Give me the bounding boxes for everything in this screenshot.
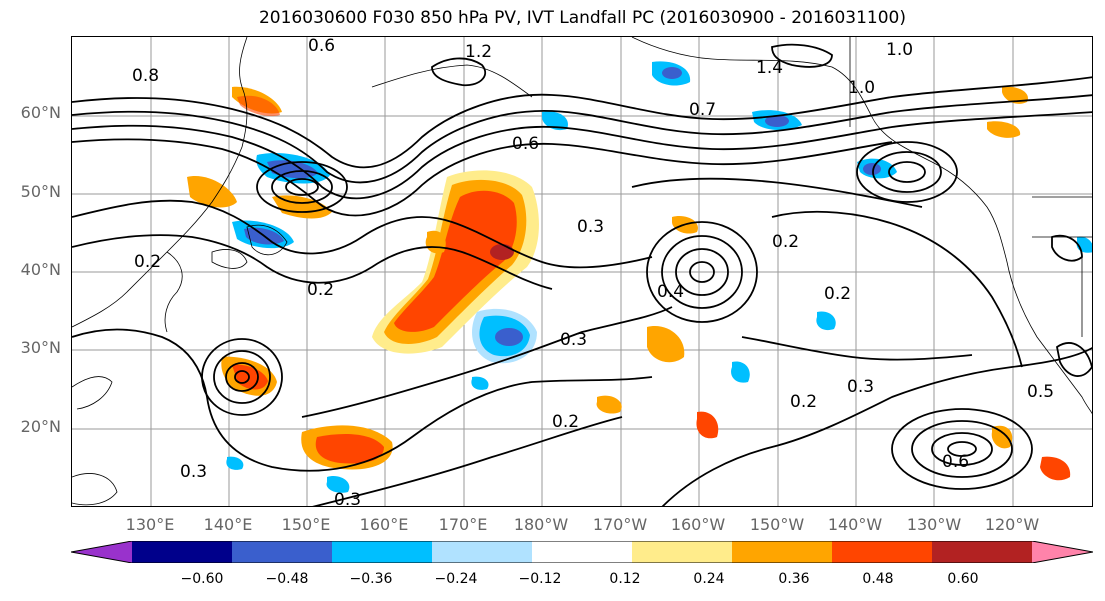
lon-label: 140°E	[203, 515, 253, 534]
pv-contours	[72, 43, 1092, 506]
colorbar-tick: −0.12	[518, 571, 562, 587]
colorbar-segment	[132, 541, 233, 563]
colorbar-tick: −0.60	[180, 571, 224, 587]
contour-label: 0.2	[790, 392, 817, 412]
contour-label: 0.3	[560, 330, 587, 350]
lon-label: 120°W	[984, 515, 1040, 534]
colorbar-tick: 0.60	[947, 571, 979, 587]
contour-label: 0.6	[942, 452, 969, 472]
contour-label: 0.7	[689, 100, 716, 120]
colorbar	[71, 541, 1093, 563]
lon-label: 140°W	[827, 515, 883, 534]
colorbar-tick: 0.12	[609, 571, 641, 587]
colorbar-segment	[732, 541, 833, 563]
colorbar-extend-max	[1032, 541, 1093, 563]
colorbar-segment	[932, 541, 1033, 563]
lon-label: 160°W	[670, 515, 726, 534]
contour-label: 0.5	[1027, 382, 1054, 402]
coastlines	[72, 37, 1092, 506]
contour-label: 0.2	[307, 280, 334, 300]
contour-label: 0.2	[134, 252, 161, 272]
contour-label: 0.4	[657, 282, 684, 302]
contour-label: 0.8	[132, 66, 159, 86]
contour-label: 1.0	[848, 78, 875, 98]
contour-label-group: 0.6 1.2 1.0 0.8 1.4 1.0 0.7 0.6 0.3 0.2 …	[132, 37, 1054, 507]
contour-label: 0.2	[824, 284, 851, 304]
colorbar-tick: −0.24	[434, 571, 478, 587]
lon-label: 150°W	[749, 515, 805, 534]
colorbar-tick: 0.48	[862, 571, 894, 587]
contour-label: 0.3	[577, 217, 604, 237]
negative-anomaly-fills	[226, 61, 1092, 493]
lon-label: 180°W	[513, 515, 569, 534]
contour-label: 0.6	[308, 37, 335, 56]
colorbar-segment	[532, 541, 633, 563]
lat-label-20n: 20°N	[20, 417, 61, 436]
colorbar-segment	[632, 541, 733, 563]
colorbar-segment	[232, 541, 333, 563]
pv-ivt-map: 0.6 1.2 1.0 0.8 1.4 1.0 0.7 0.6 0.3 0.2 …	[72, 37, 1092, 507]
colorbar-tick: −0.36	[349, 571, 393, 587]
lon-label: 160°E	[359, 515, 409, 534]
positive-anomaly-fills	[187, 86, 1071, 481]
lat-label-60n: 60°N	[20, 103, 61, 122]
contour-label: 1.4	[756, 58, 783, 78]
lat-label-50n: 50°N	[20, 182, 61, 201]
lat-label-40n: 40°N	[20, 260, 61, 279]
colorbar-tick: −0.48	[265, 571, 309, 587]
contour-label: 0.6	[512, 134, 539, 154]
contour-label: 0.3	[180, 462, 207, 482]
colorbar-tick: 0.24	[693, 571, 725, 587]
lon-label: 170°E	[438, 515, 488, 534]
colorbar-extend-min	[71, 541, 132, 563]
contour-label: 0.2	[772, 232, 799, 252]
contour-label: 1.2	[465, 42, 492, 62]
contour-label: 0.2	[552, 412, 579, 432]
lon-label: 130°E	[125, 515, 175, 534]
lon-label: 170°W	[592, 515, 648, 534]
colorbar-tick: 0.36	[778, 571, 810, 587]
contour-label: 0.3	[847, 377, 874, 397]
colorbar-segment	[432, 541, 533, 563]
lon-label: 130°W	[906, 515, 962, 534]
map-title: 2016030600 F030 850 hPa PV, IVT Landfall…	[258, 8, 906, 28]
colorbar-segment	[332, 541, 433, 563]
contour-label: 0.3	[334, 490, 361, 507]
colorbar-segment	[832, 541, 933, 563]
lat-label-30n: 30°N	[20, 338, 61, 357]
map-panel[interactable]: 0.6 1.2 1.0 0.8 1.4 1.0 0.7 0.6 0.3 0.2 …	[71, 36, 1093, 507]
contour-label: 1.0	[886, 40, 913, 60]
lon-label: 150°E	[281, 515, 331, 534]
